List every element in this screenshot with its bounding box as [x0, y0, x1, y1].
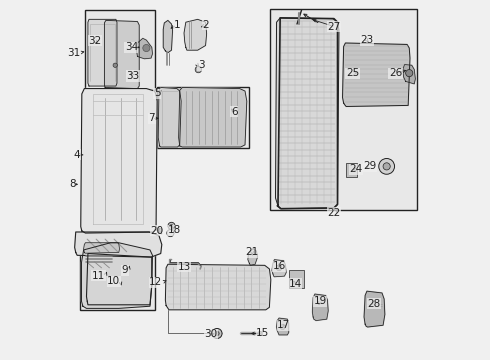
Text: 11: 11 [92, 271, 105, 281]
Polygon shape [158, 87, 181, 147]
Circle shape [195, 66, 201, 73]
Text: 21: 21 [245, 247, 259, 257]
Polygon shape [364, 291, 385, 327]
Bar [270, 9, 417, 211]
Text: 26: 26 [389, 68, 402, 78]
Bar [80, 240, 155, 310]
Circle shape [159, 228, 163, 232]
Text: 30: 30 [204, 329, 218, 339]
Circle shape [276, 265, 282, 271]
Text: 28: 28 [368, 299, 381, 309]
Polygon shape [163, 21, 172, 53]
Text: 22: 22 [327, 208, 341, 218]
Circle shape [212, 328, 222, 338]
Polygon shape [313, 294, 328, 320]
Text: 3: 3 [197, 60, 204, 70]
Text: 33: 33 [126, 71, 140, 81]
Polygon shape [88, 19, 117, 86]
Text: 23: 23 [360, 35, 373, 45]
Polygon shape [104, 21, 139, 89]
Polygon shape [275, 18, 339, 209]
Text: 9: 9 [122, 265, 128, 275]
Text: 8: 8 [69, 179, 76, 189]
Circle shape [379, 158, 394, 174]
Text: 1: 1 [173, 20, 180, 30]
Polygon shape [81, 243, 152, 309]
Bar [85, 10, 155, 90]
Text: 10: 10 [107, 276, 120, 286]
Polygon shape [343, 43, 410, 107]
Text: 2: 2 [202, 20, 209, 30]
Text: 15: 15 [256, 328, 270, 338]
Text: 24: 24 [349, 164, 363, 174]
Bar [157, 87, 248, 148]
Text: 16: 16 [272, 261, 286, 271]
Circle shape [215, 331, 219, 336]
Polygon shape [184, 19, 207, 50]
Text: 18: 18 [168, 225, 181, 235]
Text: 31: 31 [67, 48, 80, 58]
Text: 6: 6 [231, 107, 238, 117]
Polygon shape [403, 64, 416, 84]
Polygon shape [81, 89, 157, 233]
Text: 20: 20 [150, 226, 164, 236]
Polygon shape [276, 318, 289, 335]
Circle shape [406, 69, 413, 77]
Circle shape [168, 222, 175, 229]
Text: 19: 19 [314, 296, 327, 306]
Text: 27: 27 [327, 22, 341, 32]
Circle shape [170, 225, 173, 227]
Text: 17: 17 [277, 320, 291, 330]
Text: 7: 7 [148, 113, 155, 123]
Bar [346, 163, 357, 177]
Polygon shape [74, 232, 162, 257]
Bar [289, 270, 304, 288]
Text: 29: 29 [363, 161, 376, 171]
Polygon shape [136, 39, 152, 59]
Polygon shape [248, 249, 258, 265]
Circle shape [280, 324, 285, 329]
Polygon shape [84, 243, 120, 253]
Circle shape [383, 163, 390, 170]
Text: 5: 5 [154, 88, 160, 98]
Polygon shape [166, 264, 271, 310]
Text: 4: 4 [74, 150, 80, 160]
Text: 14: 14 [289, 279, 302, 289]
Circle shape [113, 63, 117, 67]
Text: 13: 13 [177, 262, 191, 272]
Text: 34: 34 [124, 42, 138, 52]
Circle shape [143, 44, 150, 51]
Circle shape [258, 331, 262, 336]
Text: 12: 12 [149, 277, 163, 287]
Polygon shape [272, 260, 286, 277]
Text: 32: 32 [89, 36, 102, 46]
Text: 25: 25 [346, 68, 359, 78]
Polygon shape [179, 87, 247, 147]
Circle shape [167, 229, 174, 237]
